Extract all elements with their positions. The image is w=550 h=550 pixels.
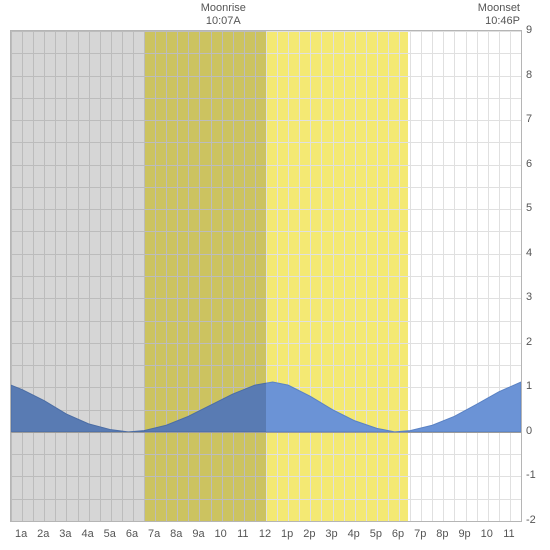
x-tick-label: 9a [192, 528, 204, 540]
y-tick-label: 6 [526, 158, 532, 170]
y-tick-label: 8 [526, 69, 532, 81]
y-tick-label: 4 [526, 247, 532, 259]
x-tick-label: 3a [59, 528, 71, 540]
x-tick-label: 10 [481, 528, 493, 540]
x-tick-label: 6p [392, 528, 404, 540]
y-tick-label: 0 [526, 425, 532, 437]
x-tick-label: 5p [370, 528, 382, 540]
plot-area [10, 30, 522, 522]
zero-axis [11, 432, 521, 433]
moonrise-time: 10:07A [193, 15, 253, 28]
x-tick-label: 2p [303, 528, 315, 540]
x-tick-label: 6a [126, 528, 138, 540]
y-tick-label: -2 [526, 514, 536, 526]
x-tick-label: 1p [281, 528, 293, 540]
x-tick-label: 8p [436, 528, 448, 540]
y-tick-label: -1 [526, 469, 536, 481]
x-tick-label: 8a [170, 528, 182, 540]
x-tick-label: 5a [104, 528, 116, 540]
x-tick-label: 4a [81, 528, 93, 540]
y-tick-label: 7 [526, 113, 532, 125]
x-tick-label: 11 [237, 528, 248, 540]
moonset-title: Moonset [478, 2, 520, 14]
x-tick-label: 12 [259, 528, 271, 540]
x-tick-label: 7a [148, 528, 160, 540]
x-tick-label: 11 [503, 528, 514, 540]
moonrise-label: Moonrise 10:07A [193, 2, 253, 28]
tide-chart: Moonrise 10:07A Moonset 10:46P 1a 2a 3a 4a 5… [0, 0, 550, 550]
x-tick-label: 1a [15, 528, 27, 540]
moonset-label: Moonset 10:46P [478, 2, 520, 28]
y-tick-label: 2 [526, 336, 532, 348]
moonrise-title: Moonrise [201, 2, 246, 14]
y-tick-label: 5 [526, 202, 532, 214]
moonset-time: 10:46P [478, 15, 520, 28]
x-tick-label: 10 [215, 528, 227, 540]
x-tick-label: 9p [458, 528, 470, 540]
x-tick-label: 4p [348, 528, 360, 540]
x-tick-label: 3p [325, 528, 337, 540]
y-tick-label: 9 [526, 24, 532, 36]
x-tick-label: 2a [37, 528, 49, 540]
x-tick-label: 7p [414, 528, 426, 540]
y-tick-label: 3 [526, 291, 532, 303]
y-tick-label: 1 [526, 380, 532, 392]
